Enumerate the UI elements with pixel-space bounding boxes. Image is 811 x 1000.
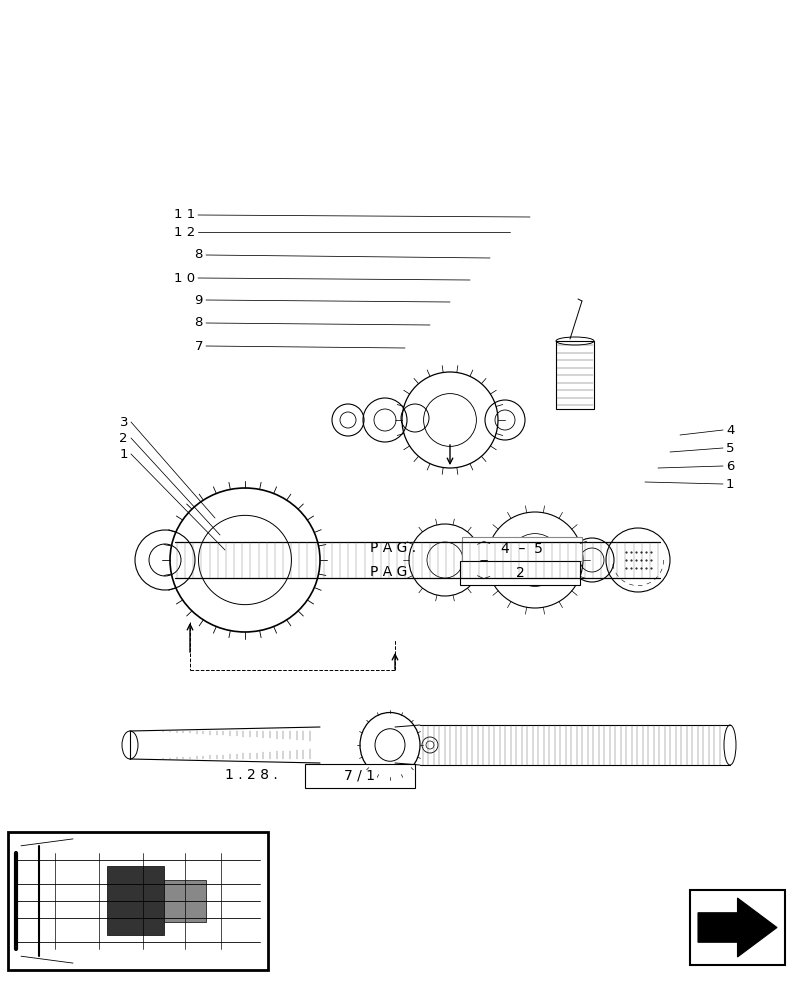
Text: 8: 8 bbox=[195, 248, 203, 261]
Text: 7: 7 bbox=[195, 340, 203, 353]
Text: 4: 4 bbox=[725, 424, 733, 436]
Bar bbox=[8, 832, 268, 970]
Text: 2: 2 bbox=[119, 432, 128, 444]
Text: 7 / 1: 7 / 1 bbox=[344, 769, 375, 783]
Bar bbox=[689, 890, 784, 965]
Bar bbox=[164, 880, 205, 922]
Text: 5: 5 bbox=[725, 442, 734, 454]
Text: 1: 1 bbox=[119, 448, 128, 460]
Text: 3: 3 bbox=[119, 416, 128, 428]
Text: 8: 8 bbox=[195, 316, 203, 330]
Text: P A G .: P A G . bbox=[370, 541, 415, 555]
Bar bbox=[556, 341, 594, 409]
Text: 9: 9 bbox=[195, 294, 203, 306]
Text: 1 2: 1 2 bbox=[174, 226, 195, 238]
Polygon shape bbox=[697, 898, 776, 957]
Text: 1 1: 1 1 bbox=[174, 209, 195, 222]
Text: 4  –  5: 4 – 5 bbox=[500, 542, 543, 556]
Bar bbox=[305, 764, 414, 788]
Text: 6: 6 bbox=[725, 460, 733, 473]
Text: 1 . 2 8 .: 1 . 2 8 . bbox=[225, 768, 277, 782]
Bar bbox=[460, 561, 579, 585]
Text: 1: 1 bbox=[725, 478, 734, 490]
Bar bbox=[482, 546, 501, 574]
Bar bbox=[461, 537, 581, 561]
Text: 1 0: 1 0 bbox=[174, 271, 195, 284]
Text: 2: 2 bbox=[515, 566, 524, 580]
Bar bbox=[107, 866, 164, 935]
Text: P A G: P A G bbox=[370, 565, 407, 579]
